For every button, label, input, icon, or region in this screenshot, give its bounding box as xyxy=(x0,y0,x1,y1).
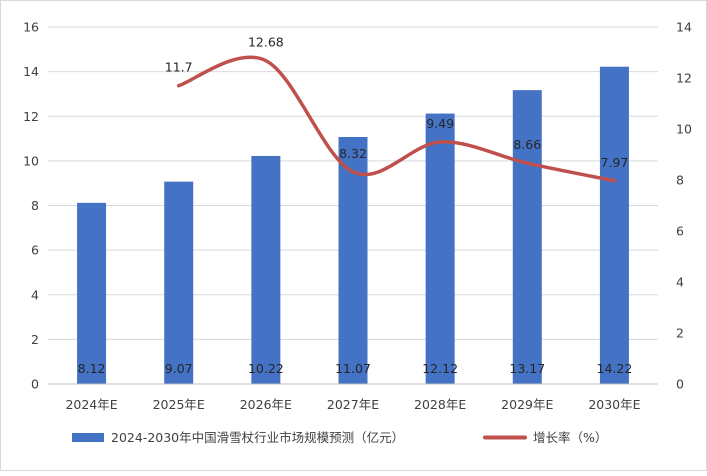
left-y-tick-label: 8 xyxy=(31,198,39,213)
legend-bar-label: 2024-2030年中国滑雪杖行业市场规模预测（亿元） xyxy=(111,430,404,445)
x-tick-label: 2030年E xyxy=(588,397,640,412)
bar-data-labels: 8.12 9.07 10.22 11.07 12.12 13.17 14.22 xyxy=(78,361,633,376)
right-y-tick-label: 12 xyxy=(676,71,692,86)
bar-data-label: 10.22 xyxy=(248,361,284,376)
left-y-tick-label: 14 xyxy=(23,64,39,79)
x-tick-label: 2028年E xyxy=(414,397,466,412)
left-y-tick-label: 16 xyxy=(23,20,39,35)
line-data-label: 11.7 xyxy=(165,60,193,75)
line-data-label: 9.49 xyxy=(426,116,454,131)
legend: 2024-2030年中国滑雪杖行业市场规模预测（亿元） 增长率（%） xyxy=(72,430,607,445)
line-data-labels: 11.7 12.68 8.32 9.49 8.66 7.97 xyxy=(165,35,629,170)
bar xyxy=(425,113,455,384)
line-data-label: 8.32 xyxy=(339,146,367,161)
bar-data-label: 11.07 xyxy=(335,361,371,376)
line-data-label: 7.97 xyxy=(601,155,629,170)
left-y-axis: 0 2 4 6 8 10 12 14 16 xyxy=(23,20,39,392)
x-tick-label: 2025年E xyxy=(153,397,205,412)
right-y-tick-label: 6 xyxy=(676,224,684,239)
bar xyxy=(599,66,629,384)
legend-line-label: 增长率（%） xyxy=(533,430,607,445)
line-data-label: 12.68 xyxy=(248,35,284,50)
bar-data-label: 9.07 xyxy=(165,361,193,376)
bar-data-label: 13.17 xyxy=(509,361,545,376)
right-y-tick-label: 10 xyxy=(676,122,692,137)
bar xyxy=(164,181,194,384)
bar-series xyxy=(77,66,629,384)
line-data-label: 8.66 xyxy=(513,137,541,152)
left-y-tick-label: 6 xyxy=(31,243,39,258)
right-y-tick-label: 0 xyxy=(676,377,684,392)
legend-bar-swatch xyxy=(72,433,104,442)
line-series xyxy=(176,55,617,183)
right-y-axis: 0 2 4 6 8 10 12 14 xyxy=(676,20,692,392)
right-y-tick-label: 4 xyxy=(676,275,684,290)
left-y-tick-label: 10 xyxy=(23,153,39,168)
x-tick-label: 2024年E xyxy=(65,397,117,412)
bar xyxy=(77,202,107,384)
bar-data-label: 8.12 xyxy=(78,361,106,376)
left-y-tick-label: 12 xyxy=(23,109,39,124)
x-tick-label: 2026年E xyxy=(240,397,292,412)
bar xyxy=(512,90,542,384)
left-y-tick-label: 4 xyxy=(31,287,39,302)
bar-data-label: 14.22 xyxy=(597,361,633,376)
right-y-tick-label: 2 xyxy=(676,326,684,341)
right-y-tick-label: 14 xyxy=(676,20,692,35)
bar xyxy=(251,155,281,384)
left-y-tick-label: 2 xyxy=(31,332,39,347)
x-tick-label: 2029年E xyxy=(501,397,553,412)
bar xyxy=(338,137,368,384)
x-tick-label: 2027年E xyxy=(327,397,379,412)
bar-data-label: 12.12 xyxy=(422,361,458,376)
x-axis: 2024年E 2025年E 2026年E 2027年E 2028年E 2029年E 2030… xyxy=(48,383,658,412)
right-y-tick-label: 8 xyxy=(676,173,684,188)
left-y-tick-label: 0 xyxy=(31,377,39,392)
growth-rate-line xyxy=(176,55,617,183)
